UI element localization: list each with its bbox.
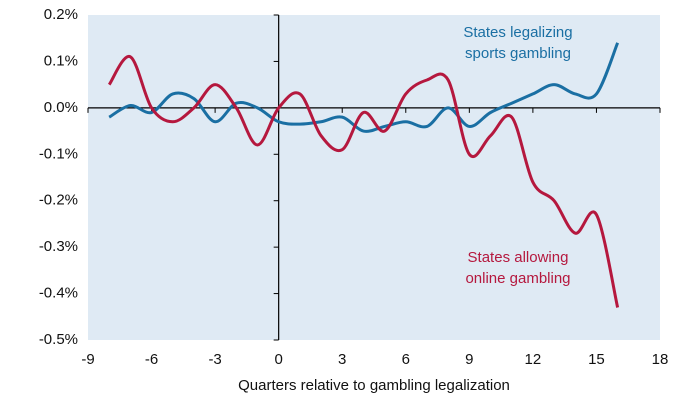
x-tick-label: 12: [525, 351, 542, 368]
y-tick-label: -0.3%: [39, 238, 78, 255]
x-tick-label: 6: [402, 351, 410, 368]
y-tick-label: -0.1%: [39, 145, 78, 162]
x-tick-label: 3: [338, 351, 346, 368]
y-tick-label: -0.5%: [39, 331, 78, 348]
x-tick-label: 9: [465, 351, 473, 368]
x-tick-label: 15: [588, 351, 605, 368]
series-label: online gambling: [465, 270, 570, 287]
x-tick-label: -3: [208, 351, 221, 368]
y-tick-label: -0.2%: [39, 192, 78, 209]
plot-background: [88, 15, 660, 340]
series-label: States legalizing: [463, 24, 572, 41]
y-tick-label: 0.0%: [44, 99, 78, 116]
x-tick-label: 18: [652, 351, 669, 368]
y-tick-label: -0.4%: [39, 285, 78, 302]
series-line: [107, 55, 620, 308]
x-tick-label: -6: [145, 351, 158, 368]
x-axis-label: Quarters relative to gambling legalizati…: [238, 377, 510, 394]
x-tick-label: 0: [274, 351, 282, 368]
series-label: States allowing: [468, 249, 569, 266]
series-label: sports gambling: [465, 45, 571, 62]
series-line: [108, 42, 620, 133]
y-tick-label: 0.1%: [44, 52, 78, 69]
y-tick-label: 0.2%: [44, 6, 78, 23]
x-tick-label: -9: [81, 351, 94, 368]
